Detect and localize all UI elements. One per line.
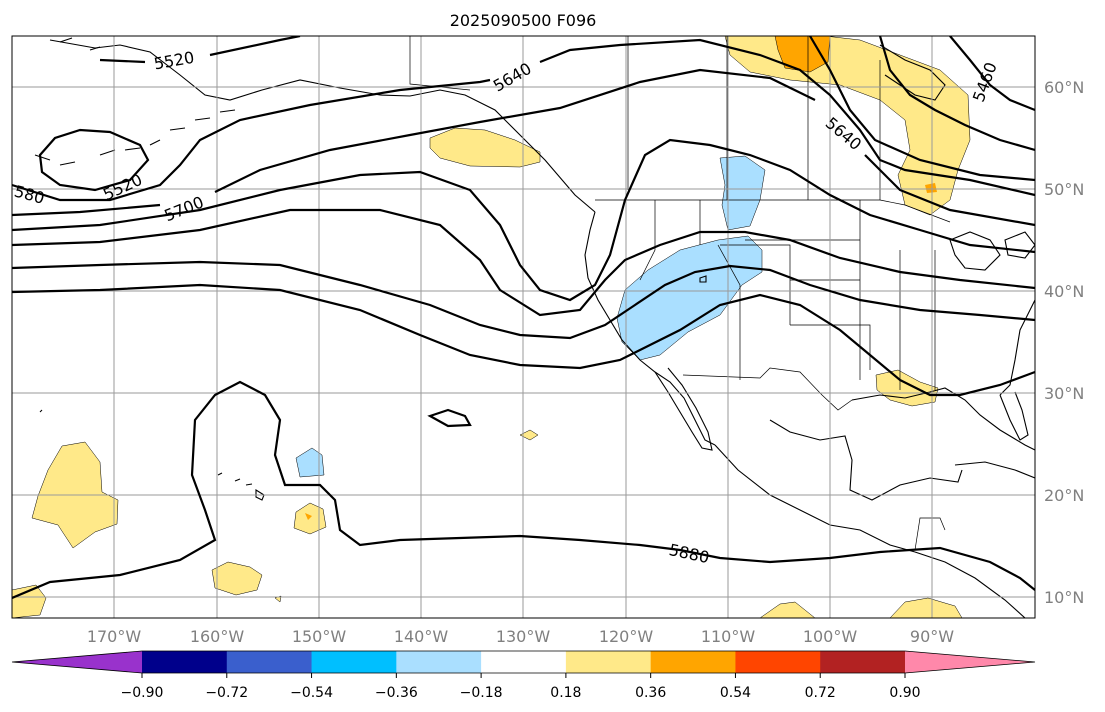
colorbar-segment — [820, 651, 906, 673]
colorbar-tick-label: −0.72 — [205, 685, 248, 701]
colorbar-segment — [905, 651, 1035, 673]
colorbar-segment — [650, 651, 736, 673]
lon-label: 170°W — [87, 627, 142, 646]
lat-label: 10°N — [1044, 588, 1084, 607]
colorbar-segment — [565, 651, 652, 673]
lat-label: 20°N — [1044, 486, 1084, 505]
colorbar-segment — [735, 651, 821, 673]
lon-label: 110°W — [701, 627, 756, 646]
gridlines — [12, 36, 1035, 618]
colorbar-tick-label: 0.54 — [720, 685, 751, 701]
lon-label: 100°W — [803, 627, 858, 646]
colorbar-tick-label: 0.36 — [635, 685, 666, 701]
map-frame — [11, 35, 1036, 619]
colorbar-tick-label: 0.90 — [889, 685, 920, 701]
lat-label: 50°N — [1044, 180, 1084, 199]
lat-label: 60°N — [1044, 78, 1084, 97]
colorbar-tick-label: −0.18 — [460, 685, 503, 701]
lat-label: 40°N — [1044, 282, 1084, 301]
colorbar-tick-label: −0.54 — [290, 685, 333, 701]
colorbar-segment — [12, 651, 142, 673]
coastlines — [34, 37, 1035, 618]
borders — [409, 36, 951, 551]
colorbar-tick-label: −0.36 — [375, 685, 418, 701]
colorbar-segment — [396, 651, 482, 673]
colorbar-segment — [311, 651, 397, 673]
lon-label: 140°W — [394, 627, 449, 646]
lon-label: 150°W — [292, 627, 347, 646]
colorbar-segment — [226, 651, 313, 673]
longitude-labels: 170°W 160°W 150°W 140°W 130°W 120°W 110°… — [87, 627, 954, 646]
lon-label: 90°W — [910, 627, 954, 646]
colorbar-segment — [481, 651, 567, 673]
lon-label: 130°W — [496, 627, 551, 646]
colorbar-tick-label: 0.72 — [805, 685, 836, 701]
colorbar: −0.90 −0.72 −0.54 −0.36 −0.18 0.18 0.36 0.54 0.7… — [11, 650, 1036, 701]
colorbar-segment — [142, 651, 228, 673]
map-title: 2025090500 F096 — [450, 11, 597, 30]
height-contours — [12, 36, 1035, 600]
colorbar-tick-label: −0.90 — [121, 685, 164, 701]
lat-label: 30°N — [1044, 384, 1084, 403]
latitude-labels: 60°N 50°N 40°N 30°N 20°N 10°N — [1044, 78, 1084, 607]
lon-label: 160°W — [190, 627, 245, 646]
lon-label: 120°W — [599, 627, 654, 646]
colorbar-tick-label: 0.18 — [550, 685, 581, 701]
